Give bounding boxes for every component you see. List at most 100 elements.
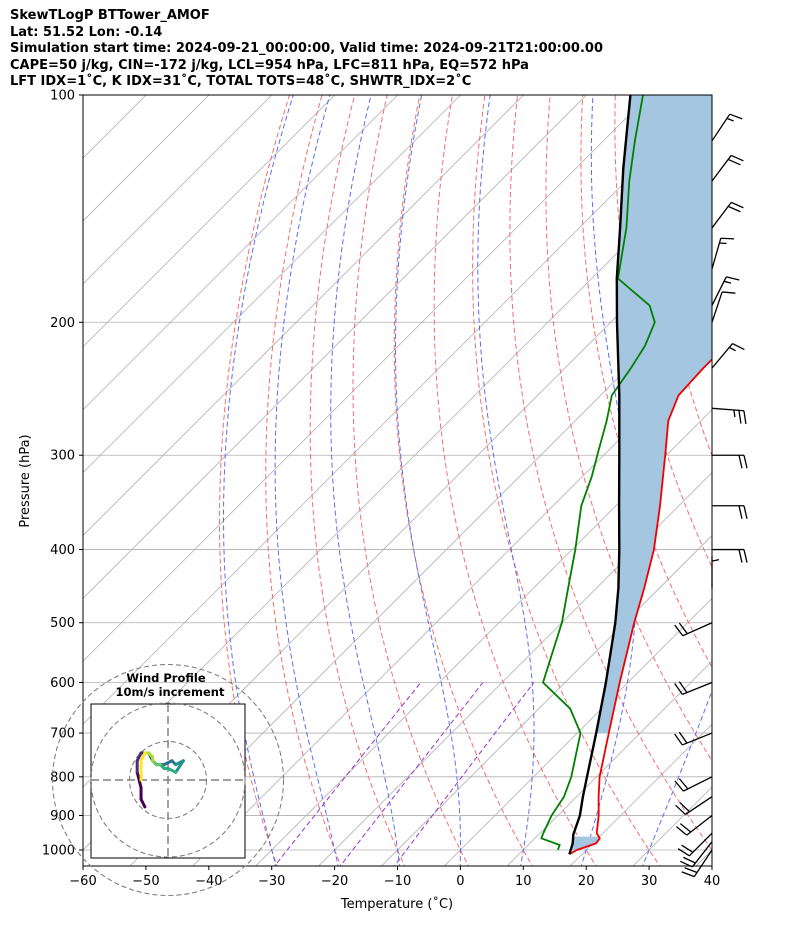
wind-barb bbox=[675, 814, 713, 836]
wind-barb bbox=[711, 556, 720, 589]
mixing-ratio-line bbox=[339, 682, 484, 866]
y-tick-label: 500 bbox=[50, 616, 75, 631]
title-line-indices-lft: LFT IDX=1˚C, K IDX=31˚C, TOTAL TOTS=48˚C… bbox=[10, 74, 472, 89]
wind-barb bbox=[674, 776, 713, 792]
wind-barbs bbox=[674, 113, 748, 878]
isotherm-line bbox=[83, 95, 399, 411]
wind-barb bbox=[711, 342, 745, 369]
dewpoint-line bbox=[540, 95, 656, 851]
dry-adiabat-line bbox=[265, 95, 342, 866]
dry-adiabat-line bbox=[580, 95, 712, 669]
title-line-indices-cape: CAPE=50 j/kg, CIN=-172 j/kg, LCL=954 hPa… bbox=[10, 57, 529, 73]
isotherm-line bbox=[192, 346, 712, 866]
isotherm-line bbox=[83, 95, 336, 348]
isotherm-line bbox=[380, 534, 712, 866]
x-tick-label: 10 bbox=[515, 874, 532, 889]
cape-area bbox=[596, 95, 712, 733]
moist-adiabat-line bbox=[477, 95, 535, 866]
moist-adiabat-line bbox=[330, 95, 400, 866]
wind-barb bbox=[675, 796, 713, 816]
y-tick-label: 400 bbox=[50, 543, 75, 558]
dry-adiabat-line bbox=[472, 95, 661, 866]
isotherm-line bbox=[83, 95, 273, 285]
temperature-line bbox=[568, 358, 712, 855]
y-tick-label: 1000 bbox=[42, 844, 75, 859]
hodograph-trace-segment bbox=[174, 759, 185, 774]
wind-barb bbox=[711, 154, 744, 182]
hodograph-title: Wind Profile bbox=[126, 671, 206, 685]
axes: −60 −50 −40 −30 −20 −10 0 10 20 30 401000900800700… bbox=[42, 89, 720, 890]
mixing-ratio-line bbox=[393, 682, 535, 866]
dry-adiabat-line bbox=[352, 95, 470, 866]
x-tick-label: −30 bbox=[258, 874, 285, 889]
dry-adiabat-line bbox=[433, 95, 597, 866]
wind-barb bbox=[679, 841, 713, 868]
mixing-ratio-line bbox=[273, 682, 422, 866]
wind-barb bbox=[711, 237, 735, 270]
moist-adiabat-line bbox=[274, 95, 339, 866]
y-tick-label: 900 bbox=[50, 809, 75, 824]
moist-adiabat-line bbox=[580, 95, 638, 866]
plot-title-block: SkewTLogP BTTower_AMOF Lat: 51.52 Lon: -… bbox=[10, 8, 790, 91]
wind-barb bbox=[711, 276, 740, 306]
isotherm-line bbox=[83, 95, 210, 222]
isotherm-line bbox=[83, 95, 650, 662]
wind-barb bbox=[674, 681, 713, 695]
title-line-station: SkewTLogP BTTower_AMOF bbox=[10, 8, 210, 23]
profile-lines bbox=[540, 95, 712, 855]
isotherm-line bbox=[443, 597, 712, 866]
wind-barb bbox=[711, 113, 743, 142]
isotherm-line bbox=[506, 660, 712, 866]
wind-barb bbox=[674, 731, 713, 746]
wind-barb bbox=[711, 291, 736, 323]
dry-adiabat-line bbox=[744, 78, 794, 869]
moist-adiabat-line bbox=[395, 95, 461, 866]
wind-barb bbox=[674, 622, 713, 637]
x-tick-label: 30 bbox=[641, 874, 658, 889]
dry-adiabat-line bbox=[309, 95, 406, 866]
wind-barb bbox=[677, 832, 713, 857]
isotherm-line bbox=[318, 472, 712, 866]
isotherm-line bbox=[83, 95, 712, 725]
wind-barb bbox=[712, 454, 748, 469]
isotherm-line bbox=[83, 95, 462, 474]
x-tick-label: 0 bbox=[456, 874, 464, 889]
isotherm-line bbox=[83, 95, 84, 96]
parcel-path-line bbox=[568, 95, 632, 855]
x-tick-label: −10 bbox=[384, 874, 411, 889]
x-tick-label: −20 bbox=[321, 874, 348, 889]
wind-barb bbox=[711, 201, 744, 229]
x-tick-label: −60 bbox=[69, 874, 96, 889]
dry-adiabat-line bbox=[647, 95, 712, 457]
y-tick-label: 200 bbox=[50, 316, 75, 331]
low-level-shading bbox=[570, 836, 600, 850]
y-axis-label: Pressure (hPa) bbox=[18, 434, 33, 527]
dry-adiabat-line bbox=[393, 95, 533, 866]
dry-adiabat-line bbox=[219, 95, 291, 866]
isotherm-line bbox=[756, 78, 794, 869]
dry-adiabat-line bbox=[712, 78, 794, 869]
dry-adiabat-line bbox=[509, 95, 712, 851]
moist-adiabat-line bbox=[641, 689, 712, 866]
isotherm-line bbox=[569, 723, 712, 866]
y-tick-label: 800 bbox=[50, 770, 75, 785]
wind-barb bbox=[712, 548, 748, 563]
cape-shading bbox=[570, 95, 712, 850]
y-tick-label: 100 bbox=[50, 89, 75, 104]
x-tick-label: −50 bbox=[132, 874, 159, 889]
wind-barb bbox=[681, 849, 713, 878]
isotherm-line bbox=[129, 283, 712, 866]
hodograph-trace-segment bbox=[135, 770, 143, 790]
dry-adiabat-line bbox=[545, 95, 712, 762]
x-tick-label: 40 bbox=[704, 874, 721, 889]
x-tick-label: −40 bbox=[195, 874, 222, 889]
title-line-times: Simulation start time: 2024-09-21_00:00:… bbox=[10, 41, 603, 56]
hodograph-inset: Wind Profile 10m/s increment bbox=[51, 663, 285, 897]
wind-barb bbox=[712, 505, 748, 519]
hodograph-ring bbox=[51, 663, 285, 897]
title-line-location: Lat: 51.52 Lon: -0.14 bbox=[10, 24, 163, 40]
dry-adiabat-line bbox=[776, 78, 794, 869]
y-tick-label: 600 bbox=[50, 676, 75, 691]
wind-barb bbox=[711, 407, 747, 425]
